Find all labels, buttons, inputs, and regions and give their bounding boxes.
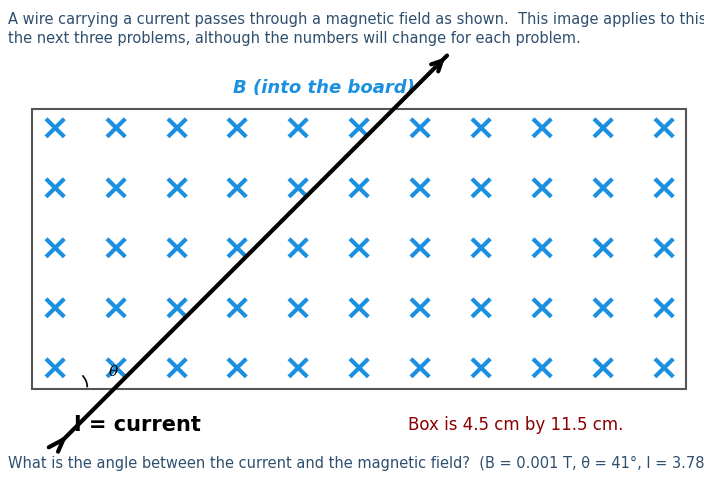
Text: ×: × <box>649 232 679 266</box>
Text: ×: × <box>588 172 618 206</box>
Text: ×: × <box>283 352 313 385</box>
Text: A wire carrying a current passes through a magnetic field as shown.  This image : A wire carrying a current passes through… <box>8 12 704 27</box>
Text: ×: × <box>344 112 374 146</box>
Text: ×: × <box>588 232 618 266</box>
Text: ×: × <box>100 172 130 206</box>
Text: ×: × <box>466 292 496 326</box>
Text: ×: × <box>39 292 69 326</box>
Text: ×: × <box>405 172 435 206</box>
Text: ×: × <box>161 232 191 266</box>
Text: ×: × <box>588 352 618 385</box>
Text: ×: × <box>39 112 69 146</box>
Text: ×: × <box>405 292 435 326</box>
Text: ×: × <box>588 292 618 326</box>
Text: ×: × <box>405 352 435 385</box>
Text: ×: × <box>100 112 130 146</box>
Text: ×: × <box>527 112 557 146</box>
Text: ×: × <box>466 112 496 146</box>
Text: ×: × <box>283 232 313 266</box>
Text: ×: × <box>100 352 130 385</box>
Text: ×: × <box>344 172 374 206</box>
Text: ×: × <box>344 232 374 266</box>
Text: ×: × <box>344 352 374 385</box>
Text: ×: × <box>100 232 130 266</box>
Text: ×: × <box>100 292 130 326</box>
Text: ×: × <box>222 232 252 266</box>
Text: B (into the board): B (into the board) <box>233 79 415 97</box>
Text: ×: × <box>405 232 435 266</box>
Text: ×: × <box>649 172 679 206</box>
Text: ×: × <box>649 292 679 326</box>
Text: ×: × <box>283 112 313 146</box>
Text: ×: × <box>649 352 679 385</box>
Text: ×: × <box>527 292 557 326</box>
Text: ×: × <box>527 172 557 206</box>
Text: ×: × <box>344 292 374 326</box>
Text: ×: × <box>466 352 496 385</box>
Text: ×: × <box>39 172 69 206</box>
Text: ×: × <box>161 292 191 326</box>
Text: ×: × <box>588 112 618 146</box>
Text: ×: × <box>283 292 313 326</box>
Text: ×: × <box>222 292 252 326</box>
Text: ×: × <box>466 172 496 206</box>
Text: ×: × <box>161 172 191 206</box>
Text: ×: × <box>405 112 435 146</box>
Text: ×: × <box>161 352 191 385</box>
Text: ×: × <box>222 112 252 146</box>
Text: Box is 4.5 cm by 11.5 cm.: Box is 4.5 cm by 11.5 cm. <box>408 416 624 434</box>
Text: ×: × <box>466 232 496 266</box>
Text: ×: × <box>39 232 69 266</box>
Text: ×: × <box>39 352 69 385</box>
Text: ×: × <box>222 352 252 385</box>
Text: ×: × <box>222 172 252 206</box>
Text: What is the angle between the current and the magnetic field?  (B = 0.001 T, θ =: What is the angle between the current an… <box>8 456 704 471</box>
Bar <box>32 109 686 389</box>
Text: ×: × <box>527 232 557 266</box>
Text: θ: θ <box>109 365 118 379</box>
Text: the next three problems, although the numbers will change for each problem.: the next three problems, although the nu… <box>8 31 582 46</box>
Text: ×: × <box>649 112 679 146</box>
Text: ×: × <box>161 112 191 146</box>
Text: ×: × <box>283 172 313 206</box>
Text: ×: × <box>527 352 557 385</box>
Text: I = current: I = current <box>74 415 201 435</box>
